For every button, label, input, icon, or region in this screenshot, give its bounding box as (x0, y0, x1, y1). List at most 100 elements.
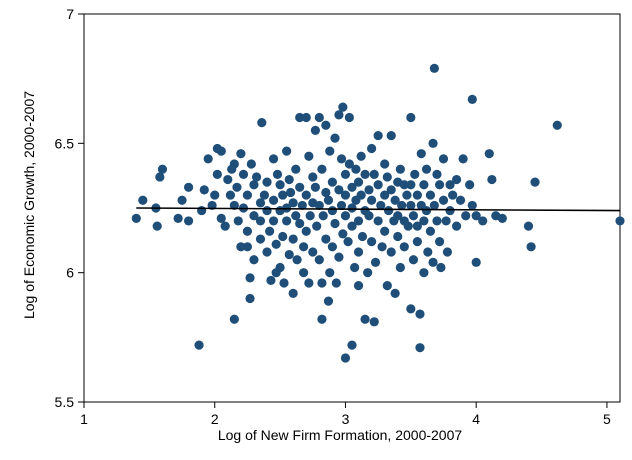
data-point (268, 216, 279, 226)
data-point (363, 268, 373, 278)
x-axis-title: Log of New Firm Formation, 2000-2007 (218, 427, 463, 443)
data-point (340, 190, 351, 200)
data-point (301, 190, 311, 200)
data-point (367, 237, 377, 247)
data-point (412, 237, 422, 247)
data-point (351, 164, 361, 174)
data-point (471, 211, 481, 221)
data-point (212, 169, 222, 179)
data-point (416, 149, 426, 159)
data-point (487, 174, 497, 185)
data-point (412, 190, 422, 200)
data-point (373, 180, 383, 190)
data-point (380, 226, 390, 236)
data-point (356, 151, 366, 161)
data-point (314, 255, 324, 265)
y-tick-label: 5.5 (55, 394, 75, 410)
data-point (530, 177, 540, 187)
data-point (386, 185, 396, 195)
data-point (327, 242, 337, 252)
data-point (347, 221, 357, 231)
data-point (393, 231, 403, 242)
data-point (390, 195, 400, 205)
data-point (238, 169, 249, 179)
data-point (233, 216, 243, 226)
data-point (284, 249, 294, 260)
data-point (317, 278, 327, 288)
data-point (334, 110, 344, 120)
data-point (438, 154, 449, 164)
data-point (467, 200, 477, 211)
data-point (236, 149, 246, 159)
data-point (441, 216, 451, 226)
data-point (344, 159, 354, 169)
data-point (216, 213, 226, 223)
data-point (288, 198, 298, 208)
data-point (314, 200, 324, 211)
data-point (183, 182, 194, 192)
data-point (415, 343, 425, 353)
data-point (251, 172, 262, 182)
data-point (370, 257, 381, 267)
data-point (310, 182, 320, 192)
data-point (310, 125, 320, 135)
data-point (419, 180, 429, 190)
data-point (419, 216, 429, 226)
data-point (380, 190, 390, 200)
data-point (249, 255, 259, 265)
data-point (364, 185, 374, 195)
data-point (421, 205, 432, 216)
data-point (421, 164, 432, 174)
data-point (282, 216, 292, 226)
data-point (323, 296, 334, 306)
data-point (152, 221, 162, 231)
data-point (445, 205, 455, 216)
data-point (356, 190, 366, 200)
data-point (295, 182, 305, 192)
data-point (304, 151, 314, 161)
data-point (382, 172, 392, 182)
data-point (325, 146, 335, 156)
data-point (157, 164, 168, 174)
data-point (390, 288, 400, 298)
data-point (364, 211, 374, 221)
data-point (455, 195, 466, 205)
data-point (138, 195, 148, 205)
data-point (291, 211, 301, 221)
data-point (199, 185, 209, 195)
data-point (380, 159, 390, 169)
data-point (225, 190, 236, 200)
data-point (451, 174, 462, 185)
data-point (330, 218, 340, 229)
data-point (275, 180, 285, 190)
data-point (360, 169, 370, 179)
data-point (343, 237, 353, 247)
data-point (442, 247, 453, 257)
data-point (438, 195, 449, 205)
data-point (406, 304, 416, 314)
data-point (330, 133, 340, 143)
data-point (177, 195, 187, 205)
data-point (406, 200, 416, 211)
data-point (284, 174, 294, 185)
data-point (353, 216, 364, 226)
data-point (331, 278, 341, 288)
data-point (461, 211, 471, 221)
data-point (526, 242, 536, 252)
data-point (384, 205, 394, 216)
data-point (340, 353, 351, 363)
data-point (432, 169, 442, 179)
plot-frame (83, 13, 621, 403)
data-point (428, 257, 438, 267)
y-axis-title: Log of Economic Growth, 2000-2007 (21, 91, 37, 319)
data-point (403, 221, 413, 231)
data-point (471, 257, 481, 267)
data-point (402, 190, 412, 200)
y-tick-label: 6.5 (55, 135, 75, 151)
data-point (434, 237, 445, 247)
data-point (291, 164, 301, 174)
data-point (327, 177, 337, 187)
data-point (465, 180, 475, 190)
data-point (338, 102, 348, 112)
data-point (249, 180, 259, 190)
